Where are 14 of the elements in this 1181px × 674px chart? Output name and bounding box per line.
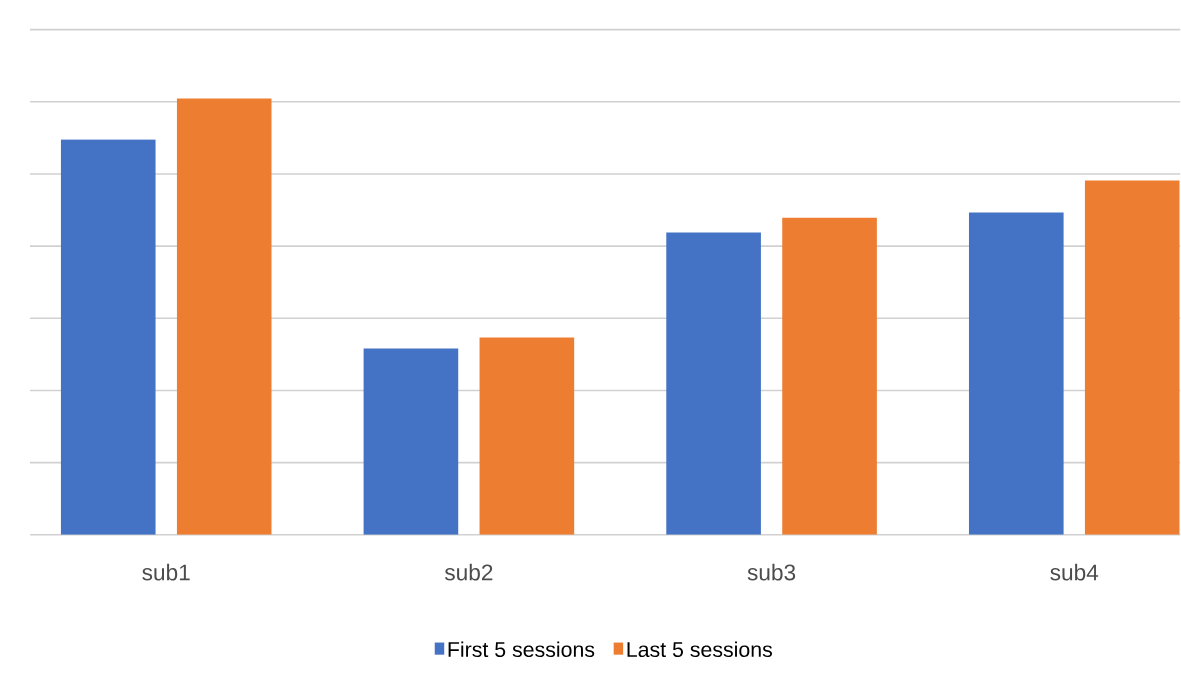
bar: [176, 98, 272, 535]
bar: [666, 232, 761, 535]
legend-label: First 5 sessions: [448, 641, 595, 658]
bar: [1084, 180, 1180, 535]
bar: [968, 212, 1064, 535]
legend-label: Last 5 sessions: [627, 641, 772, 658]
bar: [363, 348, 459, 535]
bar: [60, 139, 156, 535]
x-tick-label: sub3: [747, 563, 796, 581]
x-tick-label: sub4: [1050, 563, 1099, 581]
x-tick-label: sub1: [142, 563, 190, 581]
bar: [479, 337, 575, 535]
x-tick-label: sub2: [444, 563, 493, 581]
bar: [782, 217, 877, 535]
